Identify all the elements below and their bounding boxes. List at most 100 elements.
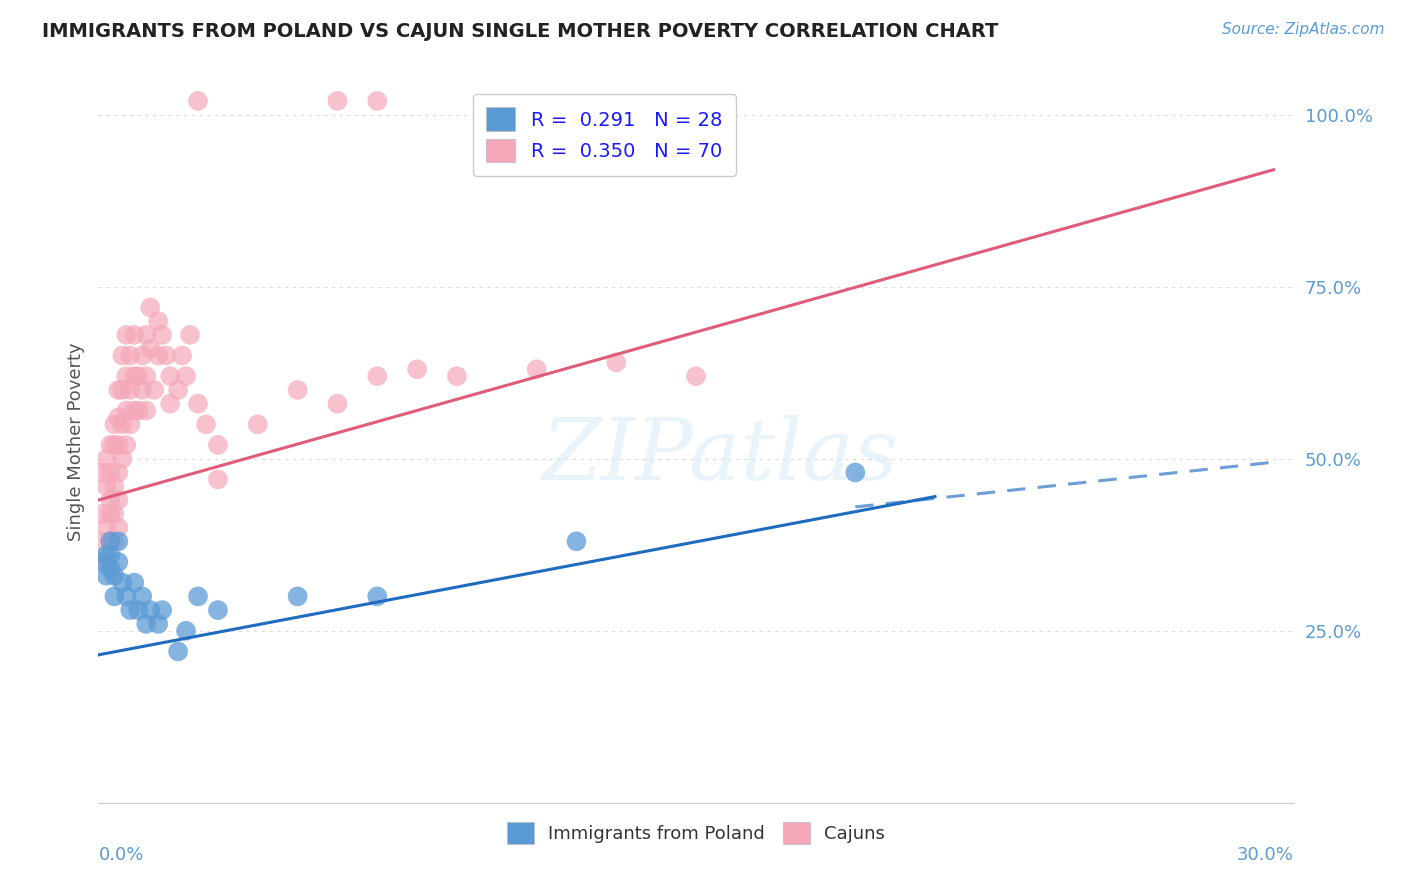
Point xyxy=(159,397,181,411)
Point xyxy=(187,397,209,411)
Point xyxy=(98,438,122,452)
Point xyxy=(172,349,194,363)
Point xyxy=(103,590,125,604)
Point xyxy=(139,301,162,315)
Point xyxy=(131,590,153,604)
Point xyxy=(111,575,134,590)
Point xyxy=(326,397,349,411)
Point xyxy=(103,568,125,582)
Point xyxy=(135,616,157,631)
Point xyxy=(135,369,157,384)
Point xyxy=(565,534,588,549)
Point xyxy=(143,383,166,397)
Point xyxy=(155,349,177,363)
Point xyxy=(107,383,129,397)
Point xyxy=(366,590,388,604)
Point xyxy=(844,466,866,480)
Point xyxy=(111,417,134,432)
Point xyxy=(103,479,125,493)
Point xyxy=(98,466,122,480)
Point xyxy=(174,369,197,384)
Point xyxy=(115,590,138,604)
Point xyxy=(246,417,269,432)
Point xyxy=(96,555,118,569)
Point xyxy=(115,438,138,452)
Point xyxy=(111,383,134,397)
Point xyxy=(526,362,548,376)
Point xyxy=(139,603,162,617)
Point xyxy=(107,534,129,549)
Point xyxy=(91,466,114,480)
Point xyxy=(127,369,149,384)
Point xyxy=(120,603,142,617)
Point xyxy=(406,362,429,376)
Point xyxy=(107,520,129,534)
Text: ZIPatlas: ZIPatlas xyxy=(541,415,898,498)
Point xyxy=(96,568,118,582)
Point xyxy=(131,349,153,363)
Point xyxy=(124,369,146,384)
Text: 0.0%: 0.0% xyxy=(98,847,143,864)
Point xyxy=(159,369,181,384)
Legend: Immigrants from Poland, Cajuns: Immigrants from Poland, Cajuns xyxy=(492,808,900,859)
Point xyxy=(287,383,309,397)
Point xyxy=(96,479,118,493)
Point xyxy=(685,369,707,384)
Point xyxy=(326,94,349,108)
Point xyxy=(120,349,142,363)
Point xyxy=(91,534,114,549)
Point xyxy=(120,383,142,397)
Point xyxy=(124,575,146,590)
Point xyxy=(131,383,153,397)
Y-axis label: Single Mother Poverty: Single Mother Poverty xyxy=(66,343,84,541)
Point xyxy=(120,417,142,432)
Point xyxy=(446,369,468,384)
Point xyxy=(107,466,129,480)
Text: IMMIGRANTS FROM POLAND VS CAJUN SINGLE MOTHER POVERTY CORRELATION CHART: IMMIGRANTS FROM POLAND VS CAJUN SINGLE M… xyxy=(42,22,998,41)
Point xyxy=(91,507,114,521)
Point xyxy=(148,349,170,363)
Point xyxy=(139,342,162,356)
Point xyxy=(98,507,122,521)
Point xyxy=(207,438,229,452)
Point xyxy=(148,314,170,328)
Point xyxy=(124,403,146,417)
Point xyxy=(150,603,173,617)
Point xyxy=(167,644,190,658)
Point xyxy=(605,355,627,369)
Text: 30.0%: 30.0% xyxy=(1237,847,1294,864)
Point xyxy=(135,403,157,417)
Point xyxy=(366,94,388,108)
Point xyxy=(127,603,149,617)
Point xyxy=(107,410,129,425)
Point xyxy=(103,534,125,549)
Point xyxy=(115,369,138,384)
Point xyxy=(96,451,118,466)
Point xyxy=(195,417,218,432)
Point xyxy=(167,383,190,397)
Point xyxy=(98,534,122,549)
Point xyxy=(287,590,309,604)
Point xyxy=(103,507,125,521)
Point xyxy=(96,520,118,534)
Point xyxy=(107,438,129,452)
Point xyxy=(115,403,138,417)
Point xyxy=(207,472,229,486)
Point xyxy=(150,327,173,342)
Text: Source: ZipAtlas.com: Source: ZipAtlas.com xyxy=(1222,22,1385,37)
Point xyxy=(111,349,134,363)
Point xyxy=(91,555,114,569)
Point xyxy=(115,327,138,342)
Point xyxy=(103,417,125,432)
Point xyxy=(148,616,170,631)
Point xyxy=(174,624,197,638)
Point xyxy=(207,603,229,617)
Point xyxy=(98,562,122,576)
Point xyxy=(111,451,134,466)
Point xyxy=(187,590,209,604)
Point xyxy=(366,369,388,384)
Point xyxy=(124,327,146,342)
Point xyxy=(107,493,129,508)
Point xyxy=(107,555,129,569)
Point xyxy=(127,403,149,417)
